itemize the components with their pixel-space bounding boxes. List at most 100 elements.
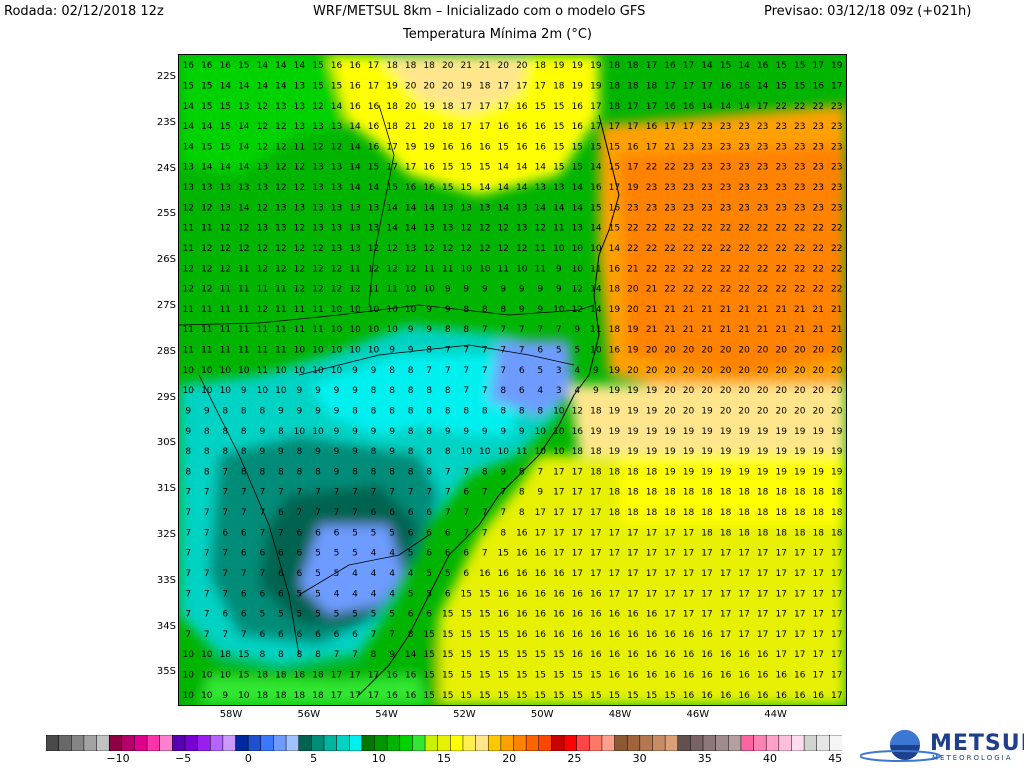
- grid-value: 15: [386, 183, 397, 193]
- grid-value: 14: [405, 203, 417, 213]
- grid-value: 8: [241, 427, 247, 437]
- grid-value: 15: [609, 163, 620, 173]
- grid-value: 19: [646, 427, 658, 437]
- grid-value: 10: [183, 650, 195, 660]
- grid-value: 18: [831, 488, 843, 498]
- grid-value: 16: [683, 671, 695, 681]
- grid-value: 7: [500, 488, 506, 498]
- grid-value: 6: [297, 569, 303, 579]
- grid-value: 9: [278, 407, 284, 417]
- grid-value: 20: [738, 346, 750, 356]
- grid-value: 13: [238, 183, 249, 193]
- grid-value: 11: [535, 264, 546, 274]
- grid-value: 14: [331, 102, 343, 112]
- color-swatch: [146, 735, 161, 751]
- grid-value: 11: [294, 142, 305, 152]
- grid-value: 13: [331, 224, 342, 234]
- grid-value: 13: [257, 183, 268, 193]
- grid-value: 17: [627, 102, 638, 112]
- grid-value: 20: [442, 82, 454, 92]
- grid-value: 8: [426, 386, 432, 396]
- grid-value: 7: [482, 325, 488, 335]
- grid-value: 22: [683, 285, 694, 295]
- grid-value: 6: [278, 508, 284, 518]
- grid-value: 8: [222, 447, 228, 457]
- grid-value: 17: [590, 488, 601, 498]
- grid-value: 8: [297, 447, 303, 457]
- color-scale: [46, 735, 842, 751]
- grid-value: 10: [479, 264, 491, 274]
- grid-value: 17: [812, 630, 823, 640]
- grid-value: 17: [812, 650, 823, 660]
- color-swatch: [96, 735, 110, 751]
- grid-value: 20: [423, 122, 435, 132]
- grid-value: 23: [775, 122, 786, 132]
- grid-value: 16: [664, 102, 676, 112]
- grid-value: 8: [426, 427, 432, 437]
- grid-value: 8: [463, 325, 469, 335]
- grid-value: 7: [556, 325, 562, 335]
- grid-value: 8: [315, 650, 321, 660]
- grid-value: 20: [720, 407, 732, 417]
- grid-value: 23: [683, 142, 694, 152]
- grid-value: 23: [757, 203, 768, 213]
- grid-value: 10: [516, 264, 528, 274]
- grid-value: 7: [222, 508, 228, 518]
- grid-value: 16: [405, 183, 417, 193]
- color-swatch: [765, 735, 780, 751]
- grid-value: 17: [572, 488, 583, 498]
- temperature-grid: 16 16 16 15 14 14 14 15 16 16 17 18 18 18 20 21 21 20 20 18…: [183, 61, 843, 701]
- grid-value: 14: [535, 163, 547, 173]
- grid-value: 16: [497, 589, 509, 599]
- grid-value: 16: [516, 569, 528, 579]
- color-swatch: [791, 735, 805, 751]
- grid-value: 16: [368, 142, 380, 152]
- grid-value: 5: [408, 589, 414, 599]
- grid-value: 16: [646, 630, 658, 640]
- grid-value: 16: [349, 102, 361, 112]
- grid-value: 20: [442, 61, 454, 71]
- grid-value: 16: [572, 650, 584, 660]
- grid-value: 22: [720, 224, 731, 234]
- grid-value: 9: [278, 447, 284, 457]
- grid-value: 8: [445, 407, 451, 417]
- grid-value: 16: [738, 82, 750, 92]
- color-scale-label: 15: [437, 752, 451, 765]
- grid-value: 16: [609, 264, 621, 274]
- color-swatch: [816, 735, 830, 751]
- grid-value: 17: [831, 589, 842, 599]
- grid-value: 8: [500, 407, 506, 417]
- grid-value: 8: [389, 407, 395, 417]
- grid-value: 23: [831, 183, 842, 193]
- color-swatch: [311, 735, 325, 751]
- grid-value: 20: [812, 386, 824, 396]
- grid-value: 17: [497, 102, 508, 112]
- grid-value: 16: [590, 650, 602, 660]
- grid-value: 13: [331, 163, 342, 173]
- grid-value: 15: [442, 610, 453, 620]
- grid-value: 8: [463, 407, 469, 417]
- grid-value: 18: [312, 671, 324, 681]
- grid-value: 17: [368, 82, 379, 92]
- grid-value: 18: [609, 102, 621, 112]
- grid-value: 10: [553, 305, 565, 315]
- map-canvas: 16 16 16 15 14 14 14 15 16 16 17 18 18 18 20 21 21 20 20 18…: [179, 55, 846, 705]
- grid-value: 17: [627, 569, 638, 579]
- grid-value: 21: [738, 305, 749, 315]
- grid-value: 6: [408, 528, 414, 538]
- grid-value: 18: [794, 508, 806, 518]
- grid-value: 23: [831, 203, 842, 213]
- grid-value: 10: [331, 346, 343, 356]
- grid-value: 17: [757, 549, 768, 559]
- grid-value: 14: [701, 61, 713, 71]
- grid-value: 17: [349, 691, 360, 701]
- grid-value: 22: [664, 285, 675, 295]
- grid-value: 11: [238, 305, 249, 315]
- grid-value: 9: [537, 285, 543, 295]
- grid-value: 12: [183, 264, 194, 274]
- grid-value: 23: [812, 142, 823, 152]
- grid-value: 10: [331, 325, 343, 335]
- grid-value: 9: [297, 386, 303, 396]
- grid-value: 16: [497, 610, 509, 620]
- grid-value: 10: [331, 366, 343, 376]
